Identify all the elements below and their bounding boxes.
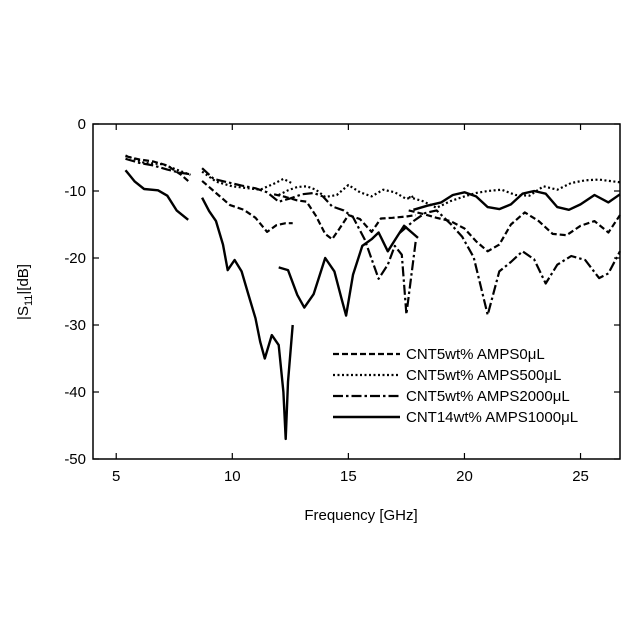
x-tick-label: 20	[456, 468, 473, 485]
series-line	[126, 159, 191, 175]
series-line	[202, 198, 293, 439]
legend-label: CNT14wt% AMPS1000μL	[406, 409, 578, 426]
legend-label: CNT5wt% AMPS500μL	[406, 367, 561, 384]
s11-frequency-chart: 5 10 15 20 25 0 -10 -20 -30 -40 -50 CNT5wt% AMPS0…	[0, 0, 640, 640]
y-tick-label: -50	[64, 451, 86, 468]
legend: CNT5wt% AMPS0μL CNT5wt% AMPS500μL CNT5wt% …	[333, 346, 578, 426]
x-tick-label: 25	[572, 468, 589, 485]
y-axis-title: |S11|[dB]	[15, 264, 35, 320]
series-line	[413, 191, 620, 210]
y-tick-label: -10	[64, 183, 86, 200]
series-line	[274, 194, 416, 239]
y-axis-title-post: |[dB]	[15, 264, 32, 295]
y-tick-label: 0	[78, 116, 86, 133]
x-tick-label: 10	[224, 468, 241, 485]
y-axis-title-sub: 11	[23, 295, 35, 306]
series-line	[279, 185, 414, 199]
series-line	[126, 170, 189, 220]
series-line	[409, 210, 620, 251]
y-tick-label: -40	[64, 384, 86, 401]
legend-label: CNT5wt% AMPS2000μL	[406, 388, 570, 405]
y-tick-label: -30	[64, 317, 86, 334]
y-tick-label: -20	[64, 250, 86, 267]
y-axis-title-pre: |S	[15, 306, 32, 320]
x-tick-label: 5	[112, 468, 120, 485]
series-dotted	[126, 156, 621, 208]
x-tick-label: 15	[340, 468, 357, 485]
legend-label: CNT5wt% AMPS0μL	[406, 346, 545, 363]
series-line	[279, 226, 418, 316]
x-axis-title: Frequency [GHz]	[304, 507, 417, 524]
